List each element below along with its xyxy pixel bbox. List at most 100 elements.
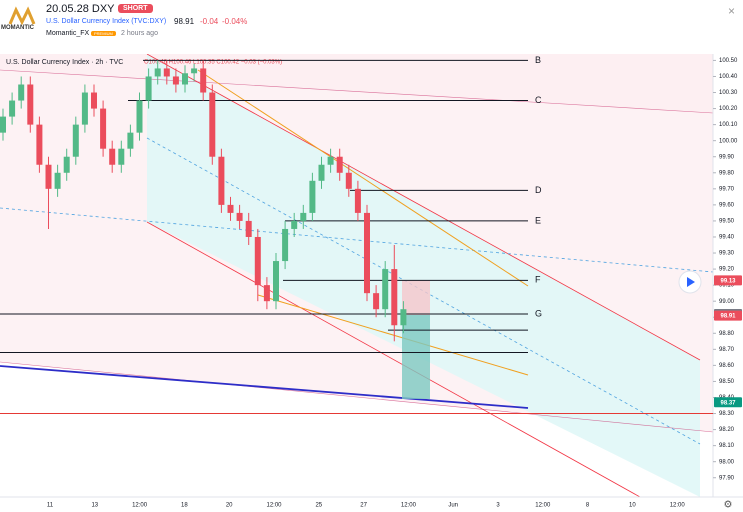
candle-body bbox=[373, 293, 380, 310]
candle-body bbox=[81, 92, 88, 125]
x-tick-label: 12:00 bbox=[401, 503, 417, 509]
candle-body bbox=[364, 212, 370, 294]
x-tick-label: 12:00 bbox=[266, 503, 282, 509]
x-tick-label: 3 bbox=[496, 503, 500, 509]
blue-line bbox=[0, 365, 529, 409]
candle-body bbox=[191, 68, 198, 74]
candle-body bbox=[327, 156, 334, 165]
candle-body bbox=[36, 124, 43, 165]
y-tick-label: 98.60 bbox=[719, 363, 735, 369]
symbol-link[interactable]: U.S. Dollar Currency Index (TVC:DXY) bbox=[46, 18, 167, 25]
candle-body bbox=[163, 68, 170, 77]
level-label: E bbox=[535, 215, 541, 225]
candle-body bbox=[391, 269, 398, 326]
trend-line bbox=[0, 69, 714, 114]
candle-body bbox=[309, 180, 316, 213]
candle-body bbox=[136, 100, 143, 133]
y-tick-label: 99.10 bbox=[719, 283, 735, 289]
y-tick-label: 98.10 bbox=[719, 443, 735, 449]
series-legend: U.S. Dollar Currency Index · 2h · TVC bbox=[6, 59, 123, 66]
candle-body bbox=[145, 76, 152, 101]
candle-body bbox=[172, 76, 179, 85]
channel-upper bbox=[0, 54, 713, 113]
x-tick-label: 12:00 bbox=[132, 503, 148, 509]
y-tick-label: 100.20 bbox=[719, 106, 738, 112]
level-label: D bbox=[535, 185, 542, 195]
y-tick-label: 98.00 bbox=[719, 459, 735, 465]
candle-body bbox=[209, 92, 216, 157]
y-tick-label: 98.20 bbox=[719, 427, 735, 433]
logo-icon bbox=[8, 6, 36, 26]
candle-body bbox=[154, 68, 161, 77]
price-tag-label: 98.37 bbox=[720, 400, 736, 406]
candle-body bbox=[127, 132, 134, 149]
logo-text: MOMANTIC bbox=[1, 25, 34, 31]
candle-body bbox=[354, 188, 361, 213]
price-tag-label: 98.91 bbox=[720, 314, 736, 320]
candle-body bbox=[254, 236, 261, 286]
x-tick-label: 18 bbox=[181, 503, 188, 509]
settings-icon[interactable]: ⚙ bbox=[724, 500, 733, 511]
candle-body bbox=[300, 212, 307, 221]
y-tick-label: 99.40 bbox=[719, 235, 735, 241]
y-tick-label: 98.50 bbox=[719, 379, 735, 385]
close-button[interactable]: × bbox=[728, 4, 736, 18]
y-tick-label: 99.30 bbox=[719, 251, 735, 257]
y-tick-label: 99.70 bbox=[719, 186, 735, 192]
trend-line bbox=[0, 361, 714, 433]
candle-body bbox=[109, 148, 116, 165]
candle-body bbox=[0, 116, 6, 133]
y-tick-label: 99.20 bbox=[719, 267, 735, 273]
y-tick-label: 99.00 bbox=[719, 299, 735, 305]
candle-body bbox=[345, 172, 352, 189]
mid-line bbox=[0, 207, 714, 273]
candle-body bbox=[9, 100, 16, 117]
price-tag bbox=[714, 397, 742, 408]
x-tick-label: 20 bbox=[226, 503, 233, 509]
candle-body bbox=[72, 124, 79, 157]
y-tick-label: 100.10 bbox=[719, 122, 738, 128]
change: -0.04 bbox=[200, 17, 219, 26]
candle-body bbox=[282, 228, 289, 262]
candle-body bbox=[336, 156, 343, 173]
candle-body bbox=[182, 73, 188, 85]
x-tick-label: 10 bbox=[629, 503, 636, 509]
price-tag-label: 99.13 bbox=[720, 278, 736, 284]
x-tick-label: 13 bbox=[91, 503, 98, 509]
y-tick-label: 98.80 bbox=[719, 331, 735, 337]
price-tag bbox=[714, 275, 742, 286]
x-tick-label: 12:00 bbox=[535, 503, 551, 509]
y-tick-label: 100.50 bbox=[719, 58, 738, 64]
wedge-line bbox=[197, 69, 529, 287]
y-tick-label: 100.00 bbox=[719, 138, 738, 144]
risk-box bbox=[402, 280, 430, 315]
ohlc-legend: O100.46 H100.46 L100.35 C100.42 −0.03 (−… bbox=[144, 60, 282, 66]
wedge-line bbox=[257, 294, 529, 376]
y-tick-label: 98.30 bbox=[719, 411, 735, 417]
candle-body bbox=[45, 164, 52, 189]
idea-title: 20.05.28 DXY bbox=[46, 3, 115, 15]
candle-body bbox=[54, 172, 61, 189]
price: 98.91 bbox=[174, 17, 195, 26]
candle-body bbox=[91, 92, 97, 109]
y-tick-label: 97.90 bbox=[719, 475, 735, 481]
candle-body bbox=[245, 220, 252, 237]
author[interactable]: Momantic_FX bbox=[46, 30, 90, 37]
candle-body bbox=[236, 212, 243, 221]
candle-body bbox=[227, 204, 234, 213]
short-badge: SHORT bbox=[118, 4, 153, 13]
x-tick-label: 25 bbox=[315, 503, 322, 509]
price-tag bbox=[714, 310, 742, 321]
candle-body bbox=[100, 108, 107, 149]
candle-body bbox=[273, 261, 279, 302]
change-pct: -0.04% bbox=[222, 17, 248, 26]
candle-body bbox=[318, 164, 325, 181]
y-tick-label: 99.50 bbox=[719, 219, 735, 225]
candle-body bbox=[263, 285, 270, 302]
candle-body bbox=[291, 220, 298, 229]
channel-teal bbox=[147, 54, 700, 497]
level-label: C bbox=[535, 95, 542, 105]
reward-box bbox=[402, 315, 430, 399]
candle-body bbox=[200, 68, 207, 93]
